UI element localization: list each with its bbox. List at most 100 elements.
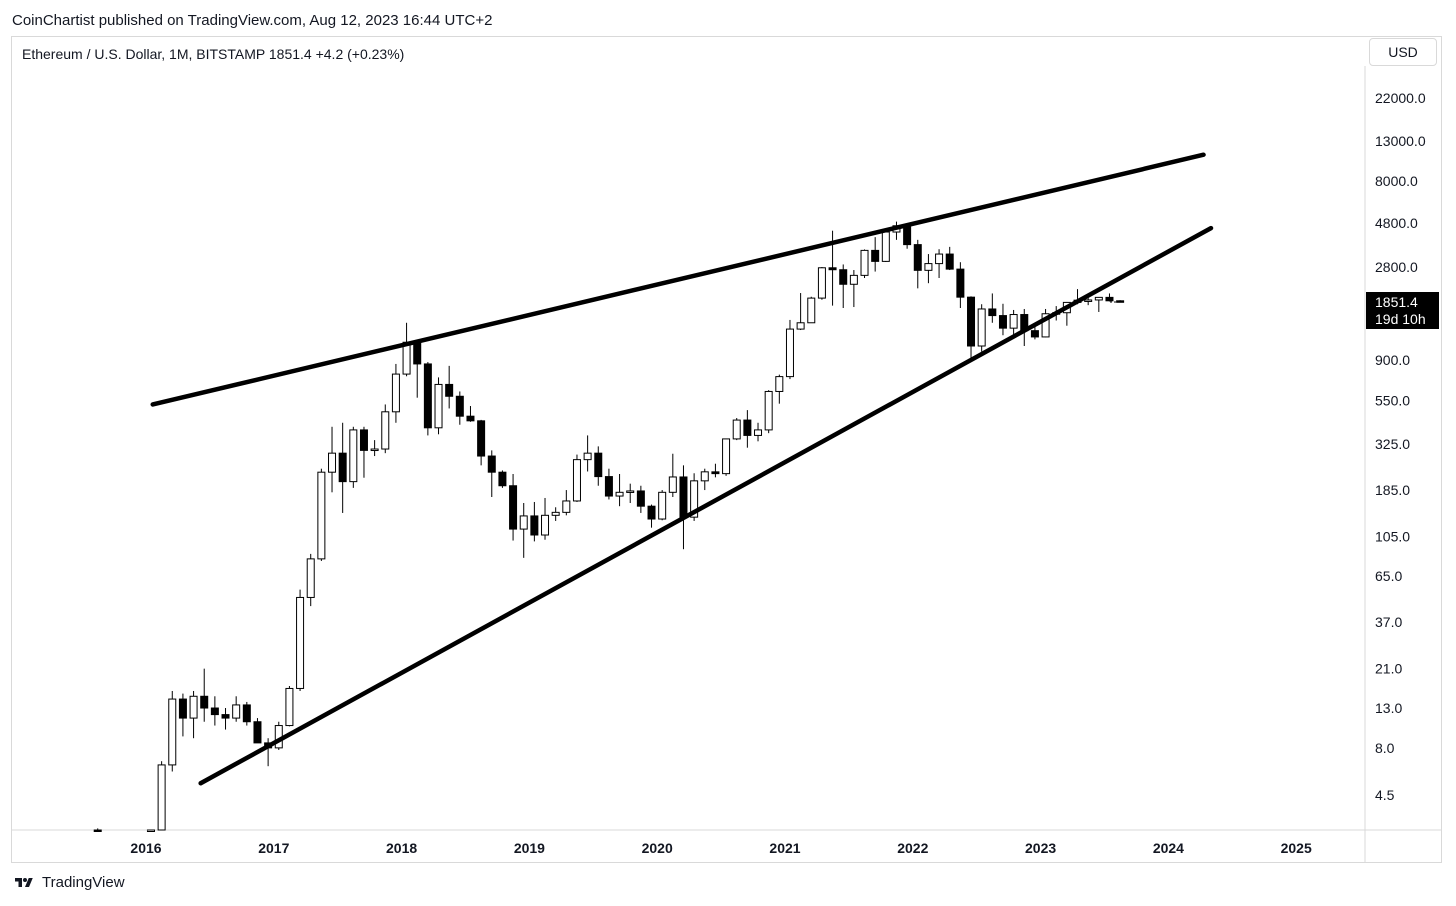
candle-up <box>328 452 337 473</box>
candle-up <box>519 515 528 530</box>
y-tick-label: 325.0 <box>1375 436 1410 452</box>
candle-down <box>828 267 837 271</box>
footer-brand[interactable]: TradingView <box>12 874 125 891</box>
candle-up <box>615 491 624 497</box>
y-tick-label: 900.0 <box>1375 352 1410 368</box>
y-tick-label: 13.0 <box>1375 700 1402 716</box>
y-tick-label: 4.5 <box>1375 787 1395 803</box>
candle-down <box>1116 300 1125 303</box>
candle-up <box>807 297 816 324</box>
candle-down <box>253 721 262 744</box>
candle-up <box>700 471 709 482</box>
x-tick-label: 2019 <box>514 840 545 856</box>
y-tick-label: 550.0 <box>1375 393 1410 409</box>
candle-up <box>935 253 944 265</box>
candle-down <box>93 829 102 832</box>
x-tick-label: 2017 <box>258 840 289 856</box>
candle-up <box>434 383 443 429</box>
candle-up <box>572 459 581 502</box>
candle-down <box>594 452 603 478</box>
candle-up <box>541 514 550 536</box>
candle-down <box>477 420 486 457</box>
tradingview-logo-icon <box>15 877 33 887</box>
symbol-info: Ethereum / U.S. Dollar, 1M, BITSTAMP 185… <box>22 46 405 62</box>
candle-up <box>232 704 241 719</box>
candle-up <box>146 829 155 832</box>
candle-up <box>402 341 411 375</box>
candle-up <box>690 480 699 518</box>
candle-down <box>636 490 645 507</box>
candle-up <box>817 267 826 299</box>
candle-down <box>200 695 209 709</box>
candle-down <box>743 419 752 436</box>
y-tick-label: 105.0 <box>1375 529 1410 545</box>
candle-up <box>764 390 773 431</box>
x-tick-label: 2025 <box>1281 840 1312 856</box>
candle-up <box>189 695 198 719</box>
trendline[interactable] <box>198 225 1214 786</box>
candle-down <box>498 471 507 487</box>
candle-down <box>956 268 965 298</box>
candle-up <box>391 373 400 413</box>
candle-down <box>530 515 539 536</box>
y-tick-label: 65.0 <box>1375 568 1402 584</box>
candle-up <box>1094 296 1103 301</box>
candle-down <box>466 415 475 422</box>
currency-button[interactable]: USD <box>1369 38 1437 66</box>
y-tick-label: 37.0 <box>1375 614 1402 630</box>
candle-down <box>903 225 912 246</box>
last-price-value: 1851.4 <box>1375 294 1418 310</box>
candle-down <box>1105 296 1114 302</box>
candle-down <box>509 485 518 530</box>
candle-down <box>487 455 496 473</box>
candle-up <box>775 376 784 392</box>
candle-down <box>679 476 688 518</box>
candle-up <box>551 511 560 516</box>
candle-down <box>945 253 954 270</box>
time-axis[interactable]: 2016 2017 2018 2019 2020 2021 2022 2023 2024 2025 <box>130 840 1312 856</box>
price-axis[interactable]: 22000.0 13000.0 8000.0 4800.0 2800.0 900.0 550… <box>1375 90 1426 803</box>
candle-down <box>647 505 656 520</box>
y-tick-label: 8.0 <box>1375 740 1395 756</box>
candle-up <box>1009 314 1018 329</box>
x-tick-label: 2018 <box>386 840 417 856</box>
x-tick-label: 2022 <box>897 840 928 856</box>
candle-up <box>796 322 805 330</box>
x-tick-label: 2016 <box>130 840 161 856</box>
candle-up <box>668 476 677 493</box>
candle-up <box>732 419 741 440</box>
trendlines-layer[interactable] <box>150 152 1214 786</box>
candle-down <box>413 341 422 365</box>
candle-up <box>296 596 305 689</box>
candle-up <box>370 448 379 452</box>
candle-down <box>221 714 230 719</box>
candle-down <box>967 296 976 347</box>
chart-frame <box>11 36 1442 863</box>
y-tick-label: 185.0 <box>1375 482 1410 498</box>
candle-up <box>1084 299 1093 302</box>
candle-down <box>871 249 880 262</box>
trendline[interactable] <box>150 152 1206 407</box>
candle-down <box>445 383 454 397</box>
candle-up <box>626 490 635 493</box>
y-tick-label: 21.0 <box>1375 661 1402 677</box>
candle-up <box>977 308 986 347</box>
candle-up <box>285 687 294 727</box>
candle-down <box>423 363 432 429</box>
candle-down <box>338 452 347 483</box>
candle-up <box>924 263 933 271</box>
candle-down <box>455 395 464 417</box>
x-tick-label: 2020 <box>642 840 673 856</box>
candle-up <box>754 429 763 436</box>
candle-up <box>562 500 571 513</box>
candle-up <box>785 328 794 378</box>
candle-up <box>381 411 390 450</box>
candle-down <box>711 471 720 475</box>
footer-brand-label: TradingView <box>42 874 125 891</box>
candle-up <box>658 491 667 520</box>
candle-up <box>881 231 890 262</box>
candle-down <box>988 308 997 317</box>
candle-up <box>349 429 358 483</box>
x-tick-label: 2023 <box>1025 840 1056 856</box>
